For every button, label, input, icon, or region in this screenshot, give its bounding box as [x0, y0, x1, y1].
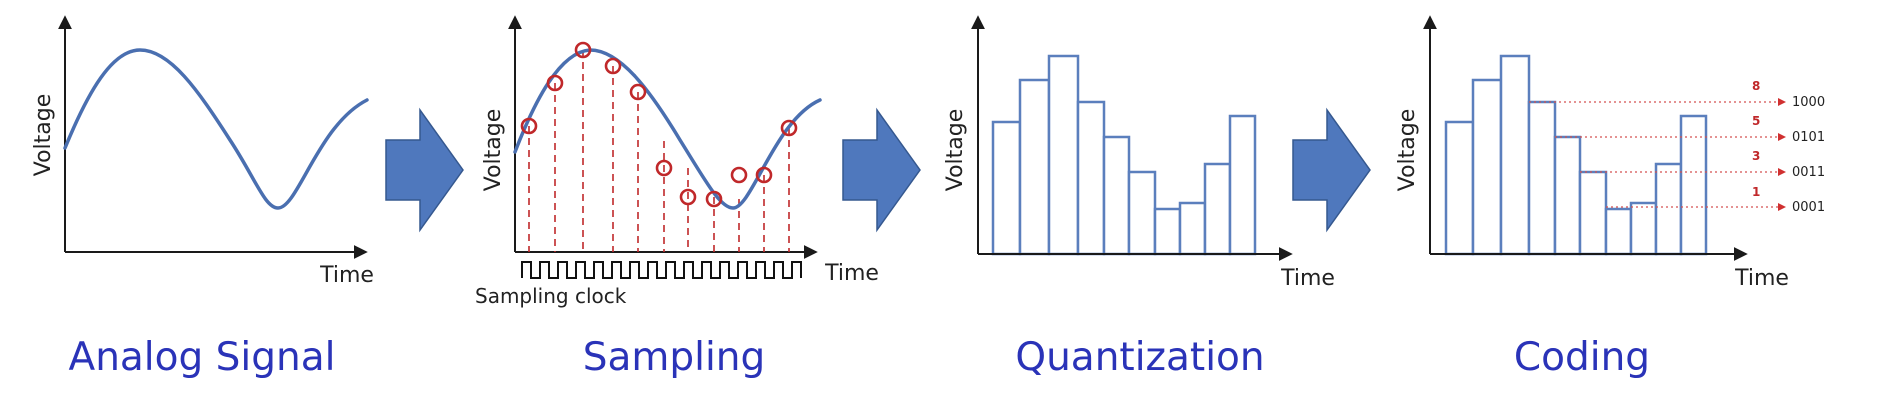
coding-bar [1527, 100, 1557, 256]
sample-point [574, 41, 592, 59]
quantization-panel: Voltage Time Quantization [943, 15, 1335, 380]
coding-bar [1471, 78, 1503, 256]
quantization-bar [1178, 201, 1207, 256]
flow-arrow-2 [842, 107, 921, 233]
sampling-panel: Sampling clock Voltage Time Sampling [475, 15, 879, 380]
quantization-bar [991, 120, 1022, 256]
coding-bar [1604, 207, 1633, 256]
sampling-xlabel: Time [824, 261, 879, 286]
coding-level-number: 8 [1752, 79, 1760, 93]
flow-arrow-1 [385, 107, 464, 233]
coding-code: 0101 [1792, 130, 1825, 145]
sample-point [655, 159, 673, 177]
flow-arrow-3 [1292, 107, 1371, 233]
coding-ylabel: Voltage [1395, 109, 1420, 192]
coding-level-number: 5 [1752, 114, 1760, 128]
sample-point [520, 117, 538, 135]
analog-panel: Voltage Time Analog Signal [31, 15, 374, 380]
coding-code: 0011 [1792, 165, 1825, 180]
quantization-bar [1127, 170, 1157, 256]
coding-code: 1000 [1792, 95, 1825, 110]
coding-bar [1444, 120, 1475, 256]
coding-bar [1679, 114, 1708, 256]
quantization-bar [1102, 135, 1131, 256]
quantization-bar [1153, 207, 1182, 256]
quantization-bar [1018, 78, 1051, 256]
sampling-clock-waveform [521, 261, 802, 279]
analog-waveform [63, 48, 369, 210]
coding-bar [1578, 170, 1608, 256]
coding-bar [1629, 201, 1658, 256]
analog-xlabel: Time [319, 263, 374, 288]
quantization-bar [1076, 100, 1106, 256]
sample-point [629, 83, 647, 101]
sampling-clock-label: Sampling clock [475, 284, 627, 308]
sampling-points [520, 41, 798, 208]
coding-panel: 8 5 3 1 1000 0101 0011 0001 Voltage Time… [1395, 15, 1825, 380]
sampling-title: Sampling [583, 335, 766, 380]
coding-level-number: 1 [1752, 185, 1760, 199]
coding-bar [1499, 54, 1531, 256]
coding-bar [1654, 162, 1683, 256]
quantization-bar [1047, 54, 1080, 256]
sampling-ylabel: Voltage [481, 109, 506, 192]
sampling-waveform [513, 48, 822, 210]
sample-point [755, 166, 773, 184]
sample-point [705, 190, 723, 208]
quantization-xlabel: Time [1280, 266, 1335, 291]
sample-point [730, 166, 748, 184]
sampling-drop-lines [528, 50, 790, 252]
coding-xlabel: Time [1734, 266, 1789, 291]
quantization-ylabel: Voltage [943, 109, 968, 192]
sample-point [679, 188, 697, 206]
quantization-bars [991, 54, 1257, 256]
sample-point [780, 119, 798, 137]
quantization-bar [1228, 114, 1257, 256]
analog-title: Analog Signal [69, 335, 336, 380]
coding-bars [1444, 54, 1708, 256]
coding-title: Coding [1514, 335, 1650, 380]
coding-level-number: 3 [1752, 149, 1760, 163]
coding-level-lines [1529, 98, 1786, 211]
sample-point [546, 74, 564, 92]
analog-ylabel: Voltage [31, 94, 56, 177]
sample-point [604, 57, 622, 75]
quantization-title: Quantization [1015, 335, 1264, 380]
coding-bar [1553, 135, 1582, 256]
coding-code: 0001 [1792, 200, 1825, 215]
quantization-bar [1203, 162, 1232, 256]
